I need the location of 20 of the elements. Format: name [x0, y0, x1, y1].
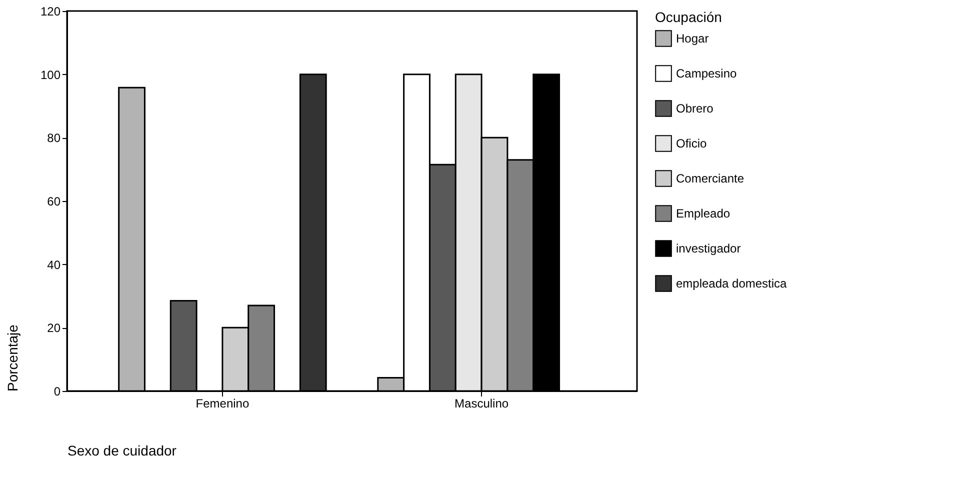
- x-tick-label: Femenino: [196, 396, 250, 410]
- legend-label: investigador: [676, 242, 741, 256]
- y-tick-label: 0: [54, 384, 61, 398]
- y-tick-label: 40: [47, 258, 61, 272]
- legend-title: Ocupación: [655, 9, 722, 25]
- legend-label: Oficio: [676, 136, 707, 150]
- y-tick-label: 80: [47, 131, 61, 146]
- y-tick-label: 20: [47, 321, 61, 336]
- y-axis-title: Porcentaje: [4, 324, 20, 392]
- legend-label: Obrero: [676, 102, 714, 116]
- legend-label: empleada domestica: [676, 276, 788, 290]
- legend-label: Empleado: [676, 206, 730, 220]
- x-tick-label: Masculino: [454, 396, 509, 410]
- legend-label: Campesino: [676, 66, 738, 80]
- legend-label: Comerciante: [676, 172, 744, 186]
- legend-label: Hogar: [676, 32, 709, 46]
- y-tick-label: 60: [47, 194, 61, 208]
- x-axis-title: Sexo de cuidador: [68, 442, 177, 458]
- y-tick-label: 100: [40, 68, 61, 82]
- y-tick-label: 120: [40, 4, 61, 18]
